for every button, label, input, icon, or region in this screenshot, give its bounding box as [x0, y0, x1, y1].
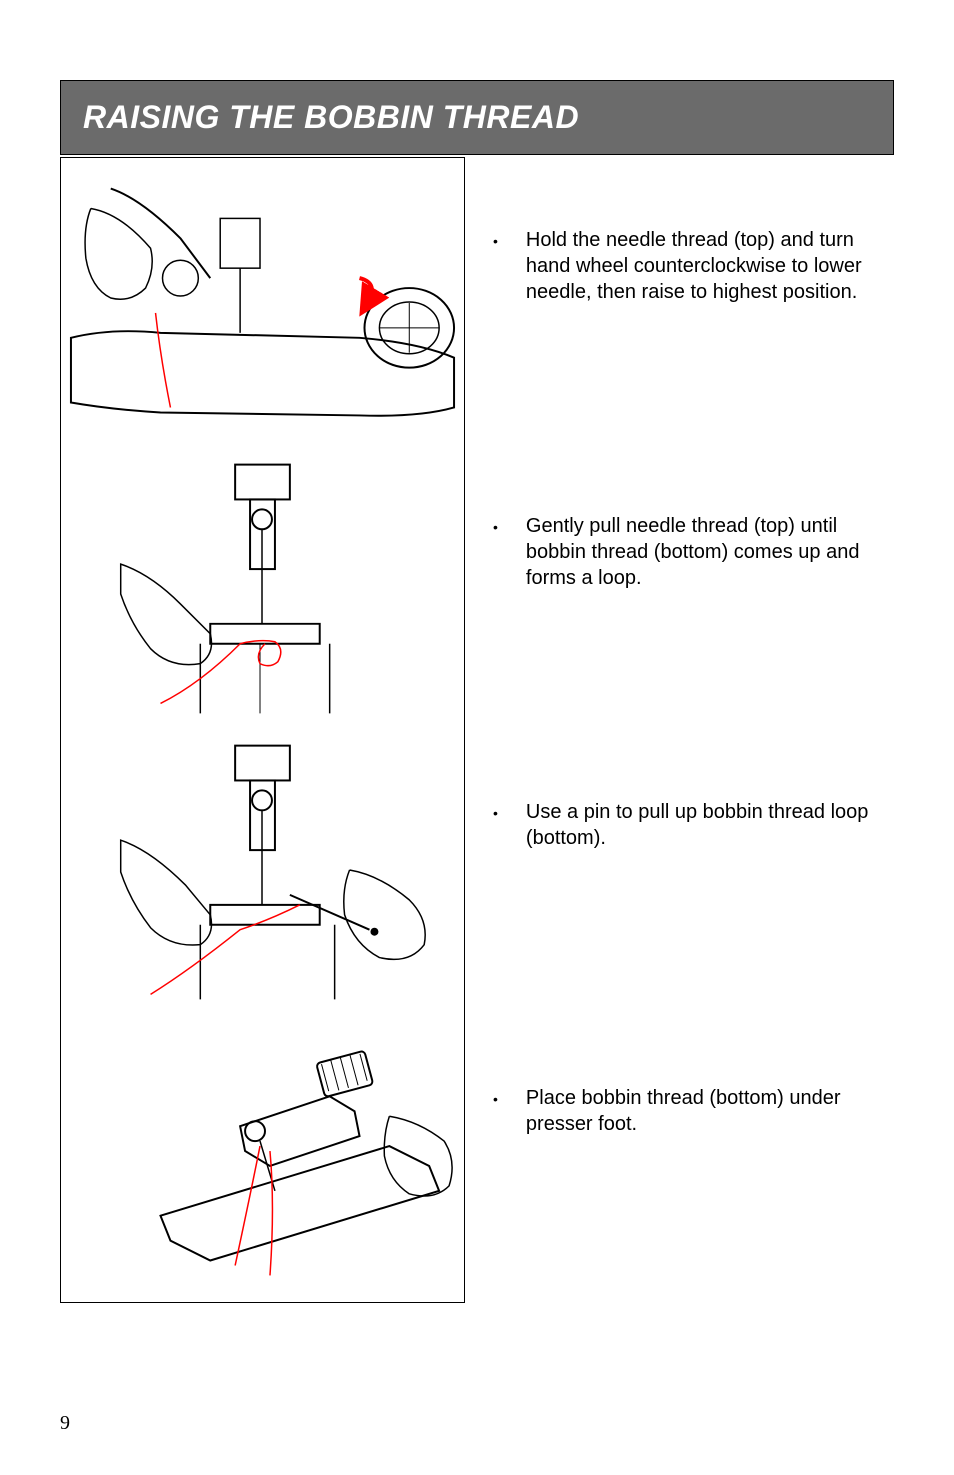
illustration-3	[61, 730, 464, 1016]
instruction-text: Use a pin to pull up bobbin thread loop …	[526, 799, 894, 851]
presser-foot-thread-loop-icon	[61, 444, 464, 730]
bullet-icon: •	[493, 227, 498, 255]
illustration-1	[61, 158, 464, 444]
page-number: 9	[60, 1412, 70, 1435]
bullet-icon: •	[493, 799, 498, 827]
instruction-item: • Place bobbin thread (bottom) under pre…	[485, 1085, 894, 1285]
instruction-text: Place bobbin thread (bottom) under press…	[526, 1085, 894, 1137]
instruction-column: • Hold the needle thread (top) and turn …	[465, 157, 894, 1303]
instruction-item: • Use a pin to pull up bobbin thread loo…	[485, 799, 894, 1085]
sewing-machine-handwheel-icon	[61, 158, 464, 444]
instruction-text: Hold the needle thread (top) and turn ha…	[526, 227, 894, 305]
illustration-column	[60, 157, 465, 1303]
bullet-icon: •	[493, 513, 498, 541]
bullet-icon: •	[493, 1085, 498, 1113]
illustration-2	[61, 444, 464, 730]
page-title: RAISING THE BOBBIN THREAD	[83, 99, 871, 136]
pin-pulling-thread-icon	[61, 730, 464, 1016]
content-area: • Hold the needle thread (top) and turn …	[60, 157, 894, 1303]
instruction-item: • Gently pull needle thread (top) until …	[485, 513, 894, 799]
instruction-item: • Hold the needle thread (top) and turn …	[485, 227, 894, 513]
illustration-4	[61, 1016, 464, 1302]
instruction-text: Gently pull needle thread (top) until bo…	[526, 513, 894, 591]
thread-under-presser-foot-icon	[61, 1016, 464, 1302]
page-header: RAISING THE BOBBIN THREAD	[60, 80, 894, 155]
